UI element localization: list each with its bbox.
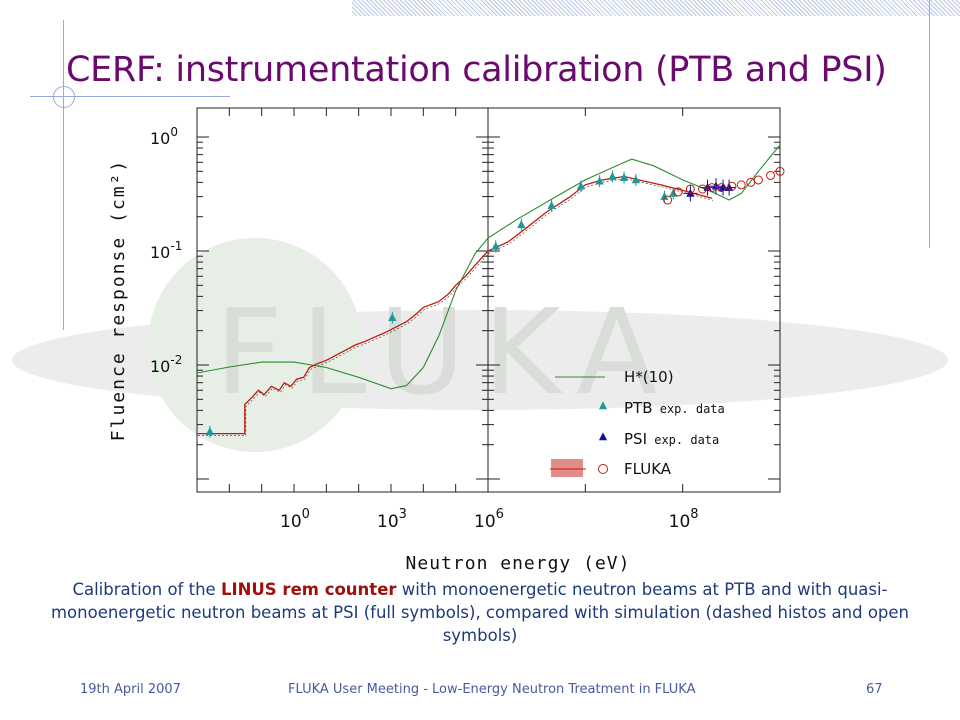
- vertical-rule-left: [63, 20, 64, 330]
- legend-triangle: [598, 432, 608, 441]
- fluka-open-symbol: [698, 184, 708, 194]
- plot-frame-right: [487, 107, 781, 493]
- footer-meeting: FLUKA User Meeting - Low-Energy Neutron …: [288, 682, 696, 697]
- fluka-watermark: FLUKA: [12, 238, 948, 452]
- caption-highlight: LINUS rem counter: [220, 580, 397, 599]
- footer-date: 19th April 2007: [80, 682, 181, 697]
- slide-title: CERF: instrumentation calibration (PTB a…: [66, 50, 887, 90]
- x-tick-label: 100: [280, 507, 310, 532]
- y-tick-label: 100: [150, 125, 178, 148]
- ptb-point: [205, 427, 214, 435]
- ptb-point: [608, 171, 617, 180]
- caption-text-1: Calibration of the: [72, 580, 221, 599]
- figure-caption: Calibration of the LINUS rem counter wit…: [40, 578, 920, 647]
- caption-text-2: with monoenergetic neutron beams at PTB …: [50, 580, 910, 645]
- fluka-open-symbol: [685, 184, 695, 194]
- y-tick-label: 10-1: [150, 239, 182, 262]
- legend-circle: [598, 464, 608, 474]
- chart-legend: H*(10) PTB exp. data PSI exp. data FLUKA: [550, 368, 725, 478]
- series-layer: [196, 144, 785, 438]
- y-tick-labels: 100 10-1 10-2: [150, 125, 182, 376]
- ptb-point: [576, 181, 585, 190]
- legend-triangle: [598, 401, 608, 410]
- fluka-histogram: [197, 175, 713, 435]
- fluka-open-symbol: [663, 195, 673, 205]
- y-axis-label: Fluence response (cm²): [108, 159, 129, 441]
- ptb-point: [619, 172, 629, 181]
- circle-ornament: [53, 86, 75, 108]
- x-tick-label: 108: [669, 507, 699, 532]
- fluka-open-symbol: [736, 180, 746, 190]
- ptb-point: [595, 176, 604, 185]
- x-tick-labels: 100 103 106 108: [280, 507, 699, 532]
- fluka-open-symbol: [753, 175, 763, 185]
- legend-label: H*(10): [624, 368, 674, 386]
- fluka-open-symbol: [716, 183, 726, 193]
- horizontal-rule-top: [30, 96, 230, 97]
- y-tick-label: 10-2: [150, 353, 182, 376]
- fluka-open-symbol: [775, 166, 785, 176]
- ptb-point: [388, 313, 397, 321]
- fluka-open-symbol: [766, 170, 776, 180]
- x-tick-label: 106: [474, 507, 504, 532]
- psi-point: [725, 182, 734, 191]
- vertical-rule-right: [929, 0, 930, 248]
- legend-label: FLUKA: [624, 460, 672, 478]
- axis-ticks: [196, 108, 781, 492]
- ptb-point: [517, 220, 526, 229]
- x-axis-label: Neutron energy (eV): [406, 553, 631, 574]
- ptb-point: [547, 200, 556, 209]
- fluka-open-symbol: [746, 177, 756, 187]
- legend-label: PSI exp. data: [624, 430, 719, 448]
- ptb-point: [491, 241, 500, 250]
- fluka-open-symbol: [673, 187, 683, 197]
- fluka-open-symbol: [727, 181, 737, 191]
- fluka-histogram-dashed: [198, 178, 714, 436]
- corner-hatch-decoration: [352, 0, 960, 16]
- fluka-open-symbol: [707, 183, 717, 193]
- watermark-text: FLUKA: [215, 283, 675, 421]
- legend-label: PTB exp. data: [624, 399, 725, 417]
- x-tick-label: 103: [377, 507, 407, 532]
- footer-page-number: 67: [866, 682, 883, 697]
- ptb-point: [631, 175, 640, 184]
